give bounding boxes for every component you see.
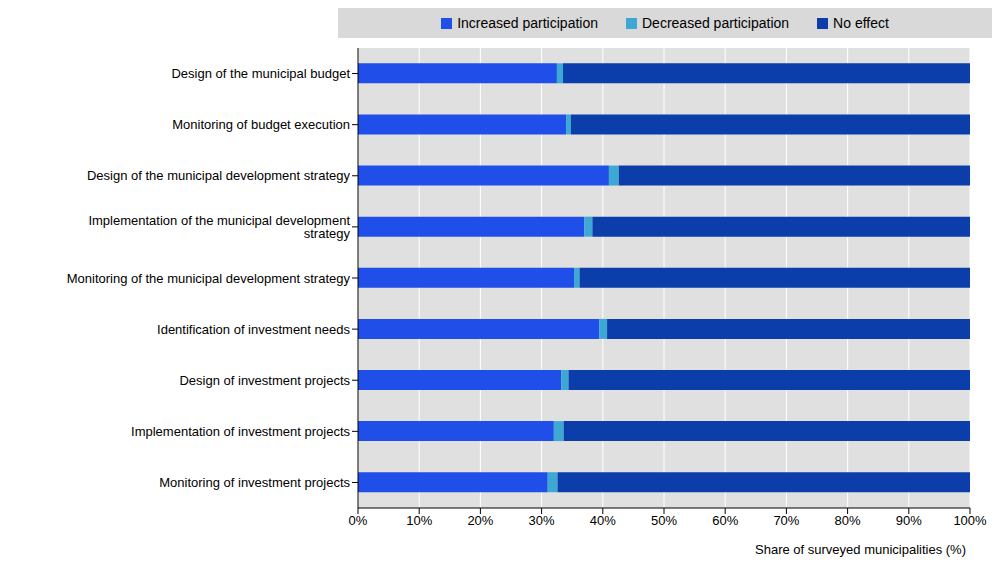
svg-text:0%: 0% [349,513,368,528]
svg-text:50%: 50% [651,513,677,528]
svg-text:Design of the municipal budget: Design of the municipal budget [171,66,350,81]
svg-text:40%: 40% [590,513,616,528]
svg-text:Monitoring of investment proje: Monitoring of investment projects [159,475,350,490]
html-text:Decreased participation: Decreased participation [642,15,790,31]
svg-text:100%: 100% [953,513,987,528]
html-text:No effect: No effect [833,15,889,31]
svg-text:Identification of investment n: Identification of investment needs [157,322,350,337]
html-text:Increased participation: Increased participation [457,15,598,31]
svg-text:Implementation of the municipa: Implementation of the municipal developm… [88,213,350,241]
svg-text:Monitoring of budget execution: Monitoring of budget execution [172,117,350,132]
svg-text:80%: 80% [835,513,861,528]
svg-text:60%: 60% [712,513,738,528]
svg-text:90%: 90% [896,513,922,528]
svg-text:Design of the municipal develo: Design of the municipal development stra… [87,168,351,183]
svg-text:Implementation of investment p: Implementation of investment projects [131,424,350,439]
svg-text:Design of investment projects: Design of investment projects [179,373,350,388]
svg-text:30%: 30% [529,513,555,528]
svg-text:20%: 20% [467,513,493,528]
svg-text:Share of surveyed municipaliti: Share of surveyed municipalities (%) [755,542,966,557]
svg-text:10%: 10% [406,513,432,528]
svg-text:70%: 70% [773,513,799,528]
svg-text:Monitoring of the municipal de: Monitoring of the municipal development … [67,271,351,286]
